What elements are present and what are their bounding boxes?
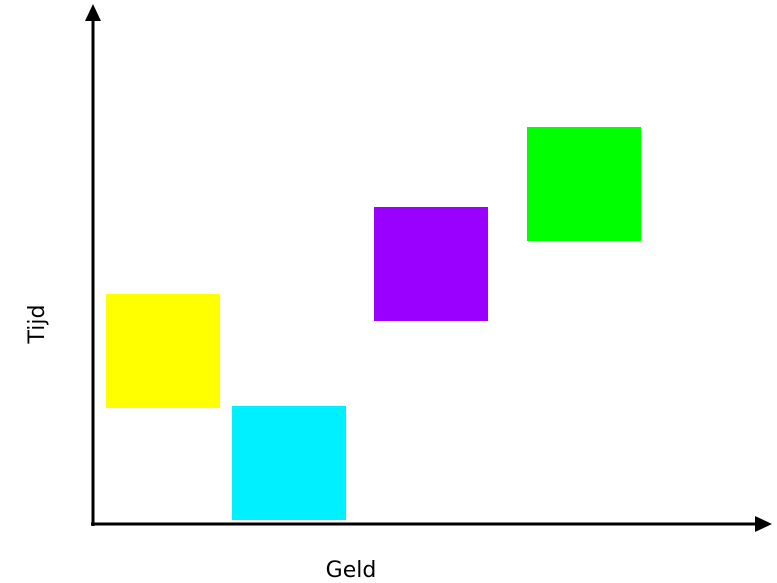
y-axis-arrowhead	[85, 4, 101, 21]
purple-square	[374, 207, 488, 321]
green-square	[527, 127, 641, 241]
cyan-square	[232, 406, 346, 520]
y-axis-label: Tijd	[25, 305, 50, 345]
x-axis-arrowhead	[755, 516, 772, 532]
x-axis-label: Geld	[326, 558, 377, 583]
yellow-square	[106, 294, 220, 408]
